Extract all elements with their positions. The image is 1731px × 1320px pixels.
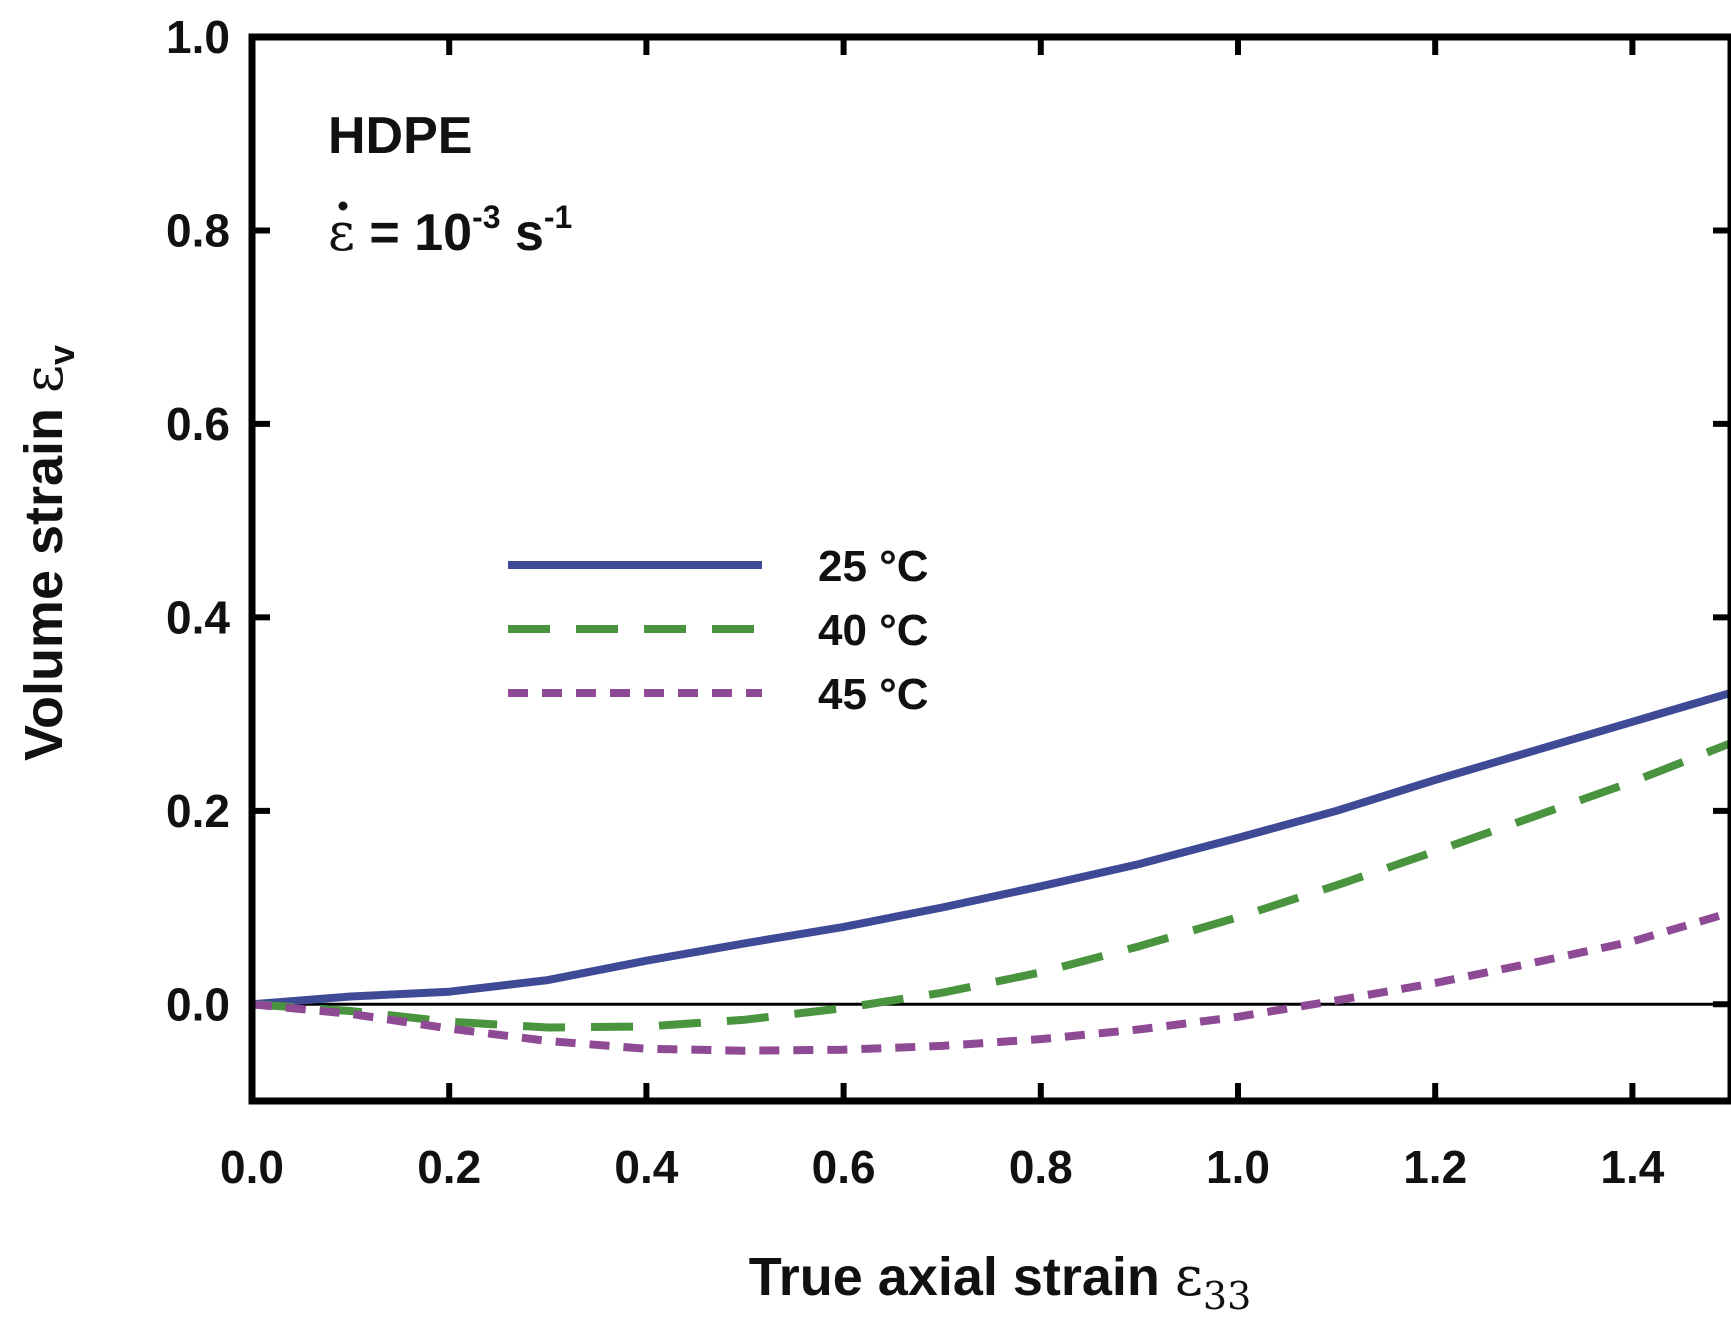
y-axis-symbol: ε [12,365,75,393]
x-tick-label: 0.6 [812,1141,876,1193]
x-axis-title: True axial strain ε33 [749,1245,1252,1318]
rate-symbol: ε [328,203,355,263]
x-axis-subscript: 33 [1203,1274,1251,1318]
rate-unit: s [501,204,544,262]
x-tick-label: 1.0 [1206,1141,1270,1193]
y-tick-label: 0.2 [166,785,230,837]
y-axis-subscript: v [41,345,82,365]
plot-frame [248,33,1731,1105]
series-line-1 [251,739,1731,1032]
y-tick-label: 0.8 [166,204,230,256]
strain-rate-annotation: ε = 10-3 s-1 [328,199,572,263]
y-tick-label: 0.4 [166,591,230,643]
x-tick-label: 0.2 [417,1141,481,1193]
y-axis-title-main: Volume strain [14,393,74,761]
legend-label-1: 40 °C [818,606,929,655]
series-line-0 [251,688,1731,1009]
x-tick-label: 1.2 [1403,1141,1467,1193]
x-tick-label: 0.8 [1009,1141,1073,1193]
material-annotation: HDPE [328,107,472,165]
x-axis-title-main: True axial strain [749,1247,1175,1307]
rate-exp2: -1 [544,199,572,235]
series-lines [251,688,1731,1055]
x-tick-label: 1.4 [1600,1141,1664,1193]
rate-dot [338,201,348,211]
legend-label-2: 45 °C [818,670,929,719]
series-line-2 [251,908,1731,1055]
y-axis-title: Volume strain εv [12,345,82,761]
y-tick-label: 0.0 [166,978,230,1030]
y-tick-label: 0.6 [166,398,230,450]
strain-rate-text: ε = 10-3 s-1 [328,199,572,263]
rate-exp1: -3 [472,199,500,235]
y-tick-label: 1.0 [166,11,230,63]
x-tick-label: 0.4 [614,1141,678,1193]
legend-label-0: 25 °C [818,542,929,591]
legend: 25 °C 40 °C 45 °C [508,542,929,719]
rate-eq: = 10 [355,204,472,262]
x-ticks: 0.0 0.2 0.4 0.6 0.8 1.0 1.2 1.4 [220,37,1665,1193]
x-tick-label: 0.0 [220,1141,284,1193]
x-axis-symbol: ε [1175,1245,1203,1308]
